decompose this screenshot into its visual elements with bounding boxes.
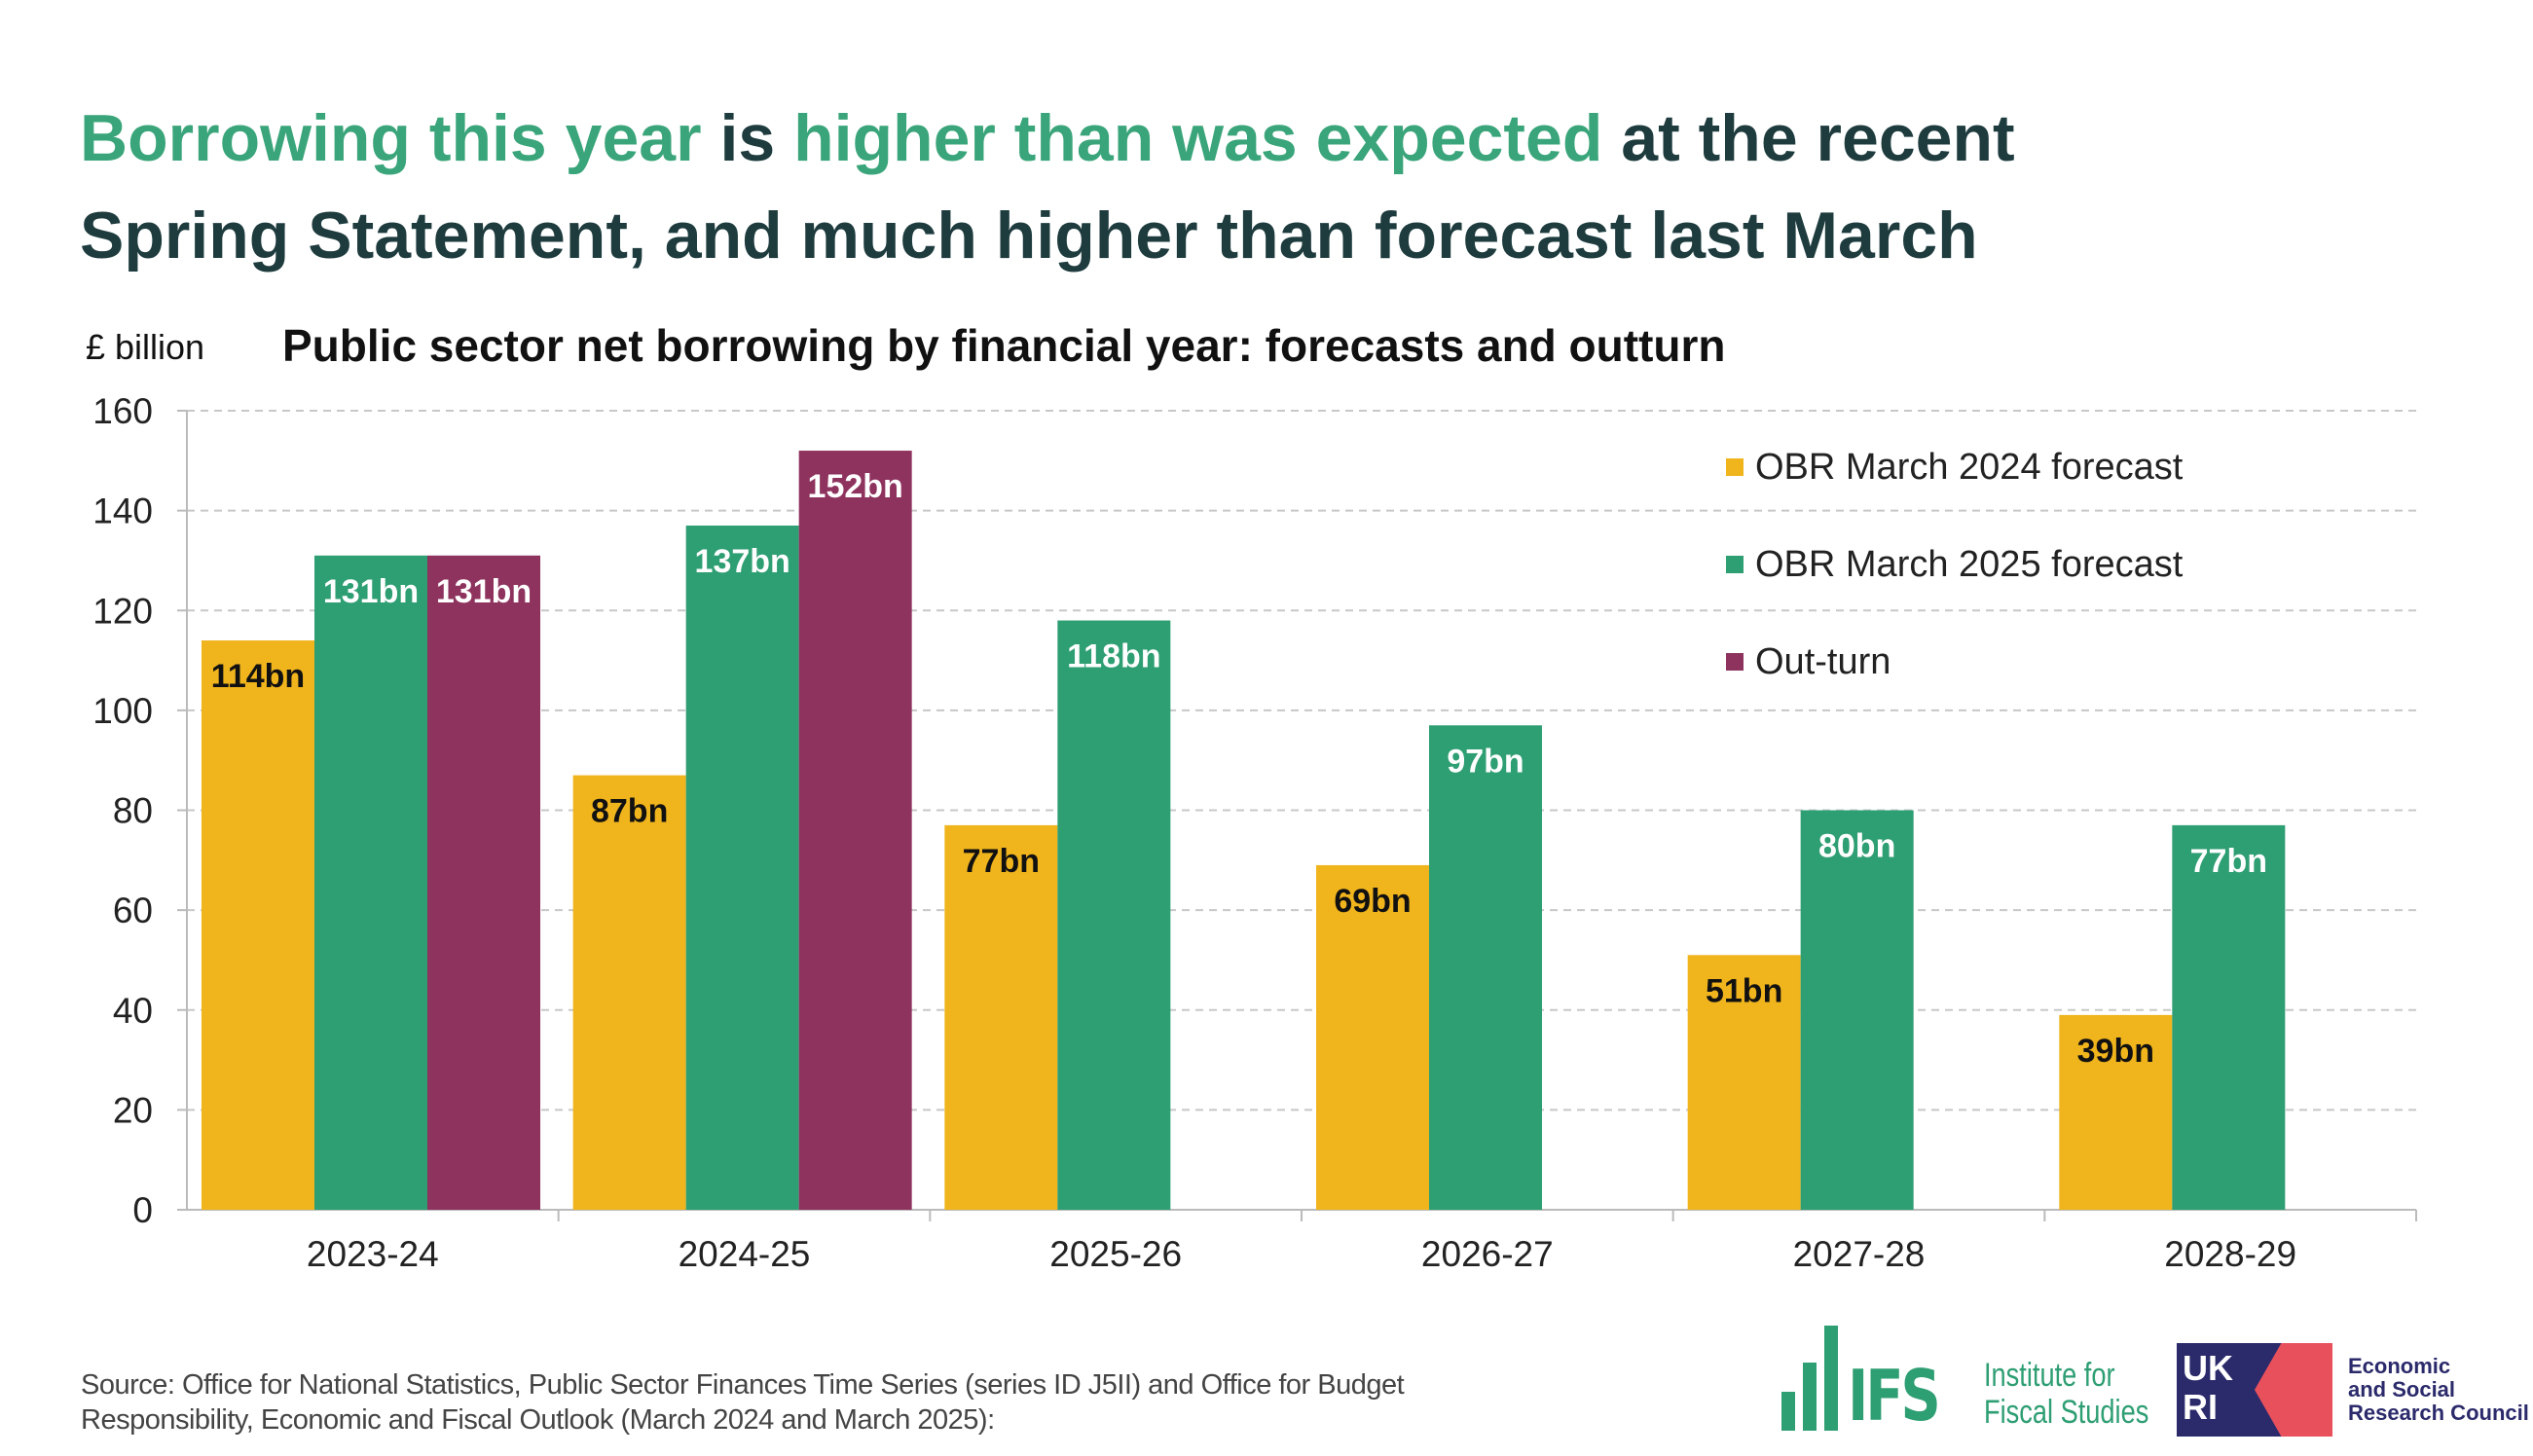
ifs-name-line: Fiscal Studies (1984, 1394, 2149, 1431)
bar-obr-march-2024-forecast (202, 640, 314, 1210)
y-tick-label: 140 (92, 491, 153, 531)
legend-label: OBR March 2025 forecast (1755, 543, 2184, 585)
ifs-bars-icon (1781, 1326, 1838, 1431)
data-label: 118bn (1067, 638, 1160, 675)
legend-item-march2025: OBR March 2025 forecast (1726, 516, 2183, 613)
bar-out-turn (427, 555, 540, 1210)
x-tick-label: 2024-25 (679, 1234, 811, 1274)
legend: OBR March 2024 forecast OBR March 2025 f… (1726, 419, 2183, 710)
bar-obr-march-2024-forecast (944, 824, 1058, 1210)
legend-swatch (1726, 458, 1744, 476)
esrc-line: Economic (2348, 1354, 2451, 1378)
source-line: Responsibility, Economic and Fiscal Outl… (81, 1404, 995, 1436)
data-label: 87bn (591, 793, 668, 830)
legend-item-outturn: Out-turn (1726, 613, 2183, 710)
esrc-line: Research Council (2348, 1401, 2529, 1425)
source-note: Source: Office for National Statistics, … (81, 1367, 1405, 1438)
data-label: 131bn (436, 573, 532, 610)
y-tick-label: 100 (92, 691, 153, 731)
esrc-name: Economic and Social Research Council (2348, 1355, 2529, 1425)
ukri-mark: UKRI (2183, 1348, 2233, 1427)
data-label: 131bn (323, 573, 419, 610)
ifs-name-line: Institute for (1984, 1357, 2115, 1394)
bar-obr-march-2024-forecast (1687, 955, 1801, 1210)
bar-out-turn (798, 451, 912, 1210)
ifs-logo: IFS Institute for Fiscal Studies (1781, 1326, 2218, 1431)
ukri-logo-icon: UKRI (2177, 1343, 2332, 1437)
y-tick-label: 0 (132, 1190, 153, 1230)
headline-line2: Spring Statement, and much higher than f… (80, 199, 1978, 273)
bar-obr-march-2025-forecast (1429, 725, 1542, 1210)
data-label: 137bn (695, 543, 790, 580)
headline-part1: Borrowing this year (80, 101, 702, 175)
x-tick-label: 2023-24 (307, 1234, 439, 1274)
bar-obr-march-2024-forecast (1316, 864, 1429, 1210)
x-tick-label: 2028-29 (2164, 1234, 2296, 1274)
y-tick-label: 20 (113, 1090, 153, 1130)
y-tick-label: 160 (92, 391, 153, 431)
data-label: 80bn (1818, 828, 1895, 865)
legend-item-march2024: OBR March 2024 forecast (1726, 419, 2183, 516)
data-label: 97bn (1447, 743, 1523, 780)
bar-obr-march-2025-forecast (1057, 620, 1171, 1210)
x-tick-label: 2027-28 (1793, 1234, 1926, 1274)
legend-swatch (1726, 556, 1744, 573)
headline-part4: at the recent (1602, 101, 2015, 175)
x-tick-label: 2026-27 (1421, 1234, 1554, 1274)
y-tick-label: 80 (113, 791, 153, 831)
headline-part2: is (701, 101, 794, 175)
chart-title: Public sector net borrowing by financial… (282, 320, 1726, 371)
bar-obr-march-2025-forecast (314, 555, 427, 1210)
data-label: 69bn (1334, 883, 1411, 920)
data-label: 77bn (2190, 843, 2267, 880)
data-label: 39bn (2077, 1033, 2154, 1070)
ukri-esrc-logo: UKRI Economic and Social Research Counci… (2177, 1343, 2529, 1437)
y-tick-label: 60 (113, 891, 153, 930)
y-axis-unit: £ billion (86, 327, 205, 367)
data-label: 77bn (963, 843, 1040, 880)
bar-obr-march-2025-forecast (1800, 810, 1914, 1210)
bar-obr-march-2024-forecast (572, 775, 686, 1210)
legend-swatch (1726, 653, 1744, 671)
legend-label: OBR March 2024 forecast (1755, 446, 2184, 488)
y-tick-label: 40 (113, 991, 153, 1031)
esrc-line: and Social (2348, 1377, 2456, 1401)
data-label: 51bn (1706, 972, 1782, 1009)
data-label: 114bn (211, 658, 305, 695)
data-label: 152bn (808, 468, 903, 505)
x-tick-label: 2025-26 (1049, 1234, 1182, 1274)
y-tick-label: 120 (92, 591, 153, 631)
headline-part3: higher than was expected (793, 101, 1603, 175)
legend-label: Out-turn (1755, 640, 1891, 682)
bar-obr-march-2024-forecast (2059, 1014, 2173, 1210)
headline: Borrowing this year is higher than was e… (80, 90, 2015, 284)
ifs-mark: IFS (1848, 1355, 1941, 1437)
source-line: Source: Office for National Statistics, … (81, 1369, 1405, 1401)
bar-obr-march-2025-forecast (685, 526, 799, 1210)
ifs-name: Institute for Fiscal Studies (1984, 1357, 2171, 1431)
bar-obr-march-2025-forecast (2172, 824, 2286, 1210)
